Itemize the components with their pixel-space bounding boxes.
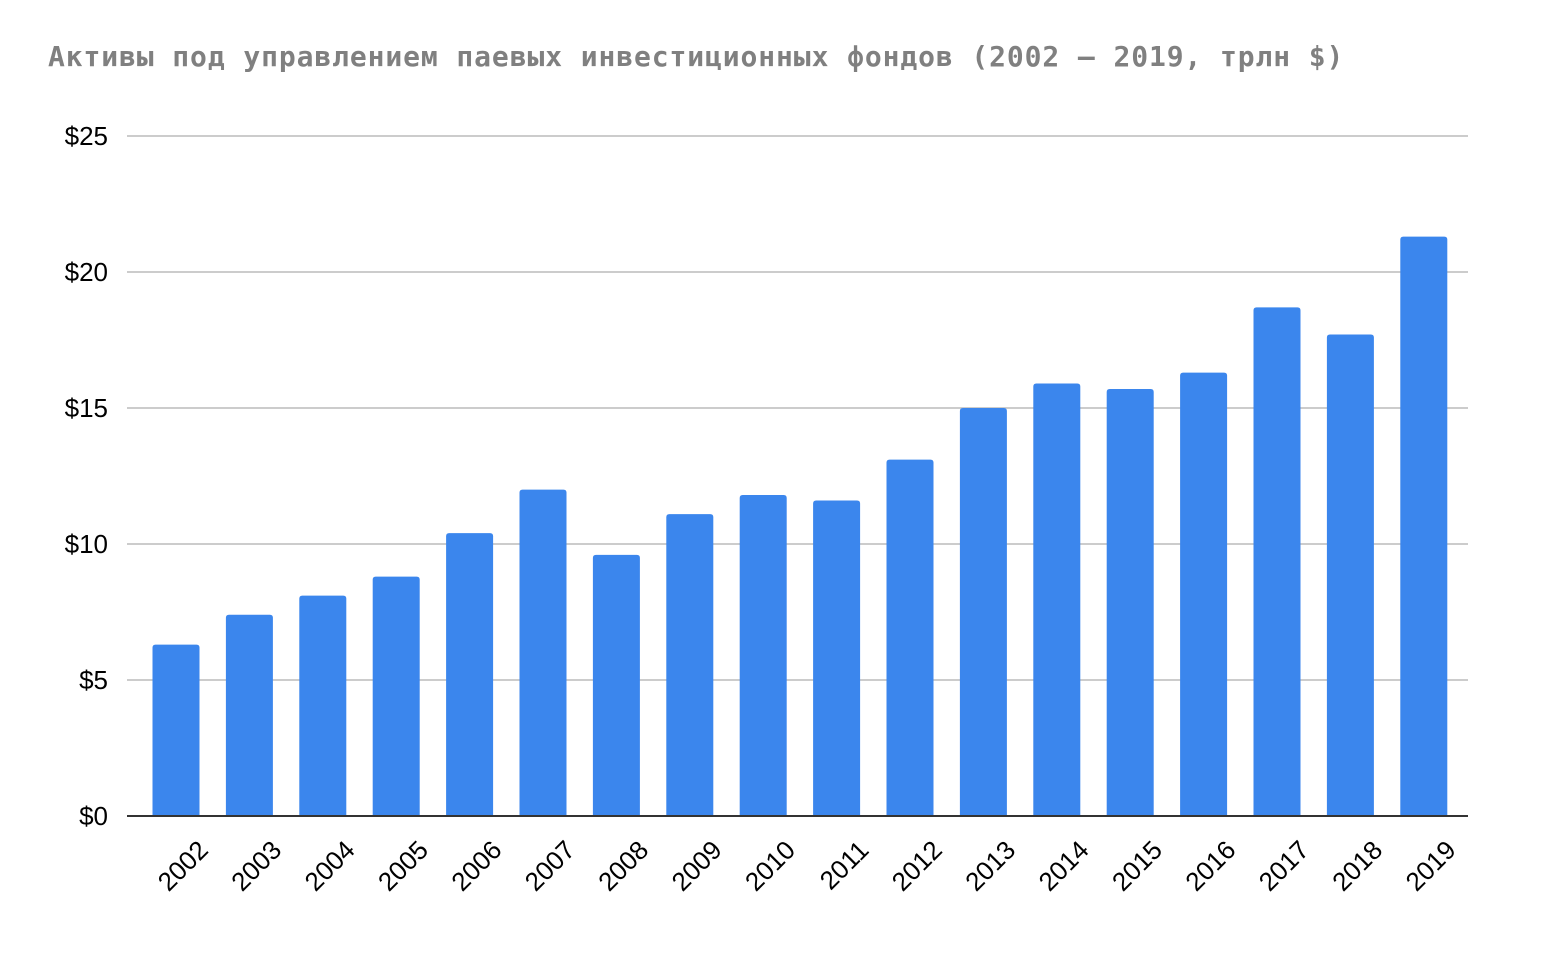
x-tick-label: 2003 bbox=[225, 835, 287, 897]
bar-2017 bbox=[1253, 307, 1301, 816]
gridlines bbox=[127, 135, 1468, 681]
bar-2016 bbox=[1180, 372, 1228, 816]
bar-2019 bbox=[1400, 236, 1448, 816]
bar-2008 bbox=[592, 554, 640, 816]
x-tick-label: 2004 bbox=[299, 835, 361, 897]
y-tick-label: $5 bbox=[79, 665, 108, 695]
bar-2011 bbox=[813, 500, 861, 816]
chart-title: Активы под управлением паевых инвестицио… bbox=[48, 40, 1345, 73]
x-tick-label: 2005 bbox=[372, 835, 434, 897]
bar-2012 bbox=[886, 459, 934, 816]
bar-2010 bbox=[739, 495, 787, 816]
x-tick-label: 2009 bbox=[666, 835, 728, 897]
bar-2015 bbox=[1106, 388, 1154, 816]
y-tick-label: $10 bbox=[65, 529, 108, 559]
bar-2002 bbox=[152, 644, 200, 816]
x-axis-tick-labels: 2002 2003 2004 2005 2006 2007 2008 2009 2010 2011… bbox=[152, 835, 1462, 897]
bar-2003 bbox=[225, 614, 273, 816]
x-tick-label: 2011 bbox=[814, 835, 875, 896]
bar-2004 bbox=[299, 595, 347, 816]
x-tick-label: 2007 bbox=[519, 835, 581, 897]
bar-2007 bbox=[519, 489, 567, 816]
x-tick-label: 2006 bbox=[445, 835, 507, 897]
x-tick-label: 2016 bbox=[1179, 835, 1241, 897]
bar-2018 bbox=[1326, 334, 1374, 816]
y-axis-tick-labels: $0 $5 $10 $15 $20 $25 bbox=[65, 121, 108, 831]
x-tick-label: 2018 bbox=[1326, 835, 1388, 897]
bar-2006 bbox=[446, 533, 494, 816]
x-tick-label: 2010 bbox=[739, 835, 801, 897]
bars bbox=[152, 236, 1448, 816]
x-tick-label: 2019 bbox=[1400, 835, 1462, 897]
bar-2009 bbox=[666, 514, 714, 816]
bar-2014 bbox=[1033, 383, 1081, 816]
x-tick-label: 2015 bbox=[1106, 835, 1168, 897]
x-tick-label: 2012 bbox=[886, 835, 948, 897]
bar-2005 bbox=[372, 576, 420, 816]
bar-2013 bbox=[959, 408, 1007, 816]
y-tick-label: $0 bbox=[79, 801, 108, 831]
y-tick-label: $15 bbox=[65, 393, 108, 423]
x-tick-label: 2017 bbox=[1253, 835, 1315, 897]
x-tick-label: 2013 bbox=[959, 835, 1021, 897]
y-tick-label: $20 bbox=[65, 257, 108, 287]
y-tick-label: $25 bbox=[65, 121, 108, 151]
x-tick-label: 2008 bbox=[592, 835, 654, 897]
x-tick-label: 2014 bbox=[1033, 835, 1095, 897]
x-tick-label: 2002 bbox=[152, 835, 214, 897]
